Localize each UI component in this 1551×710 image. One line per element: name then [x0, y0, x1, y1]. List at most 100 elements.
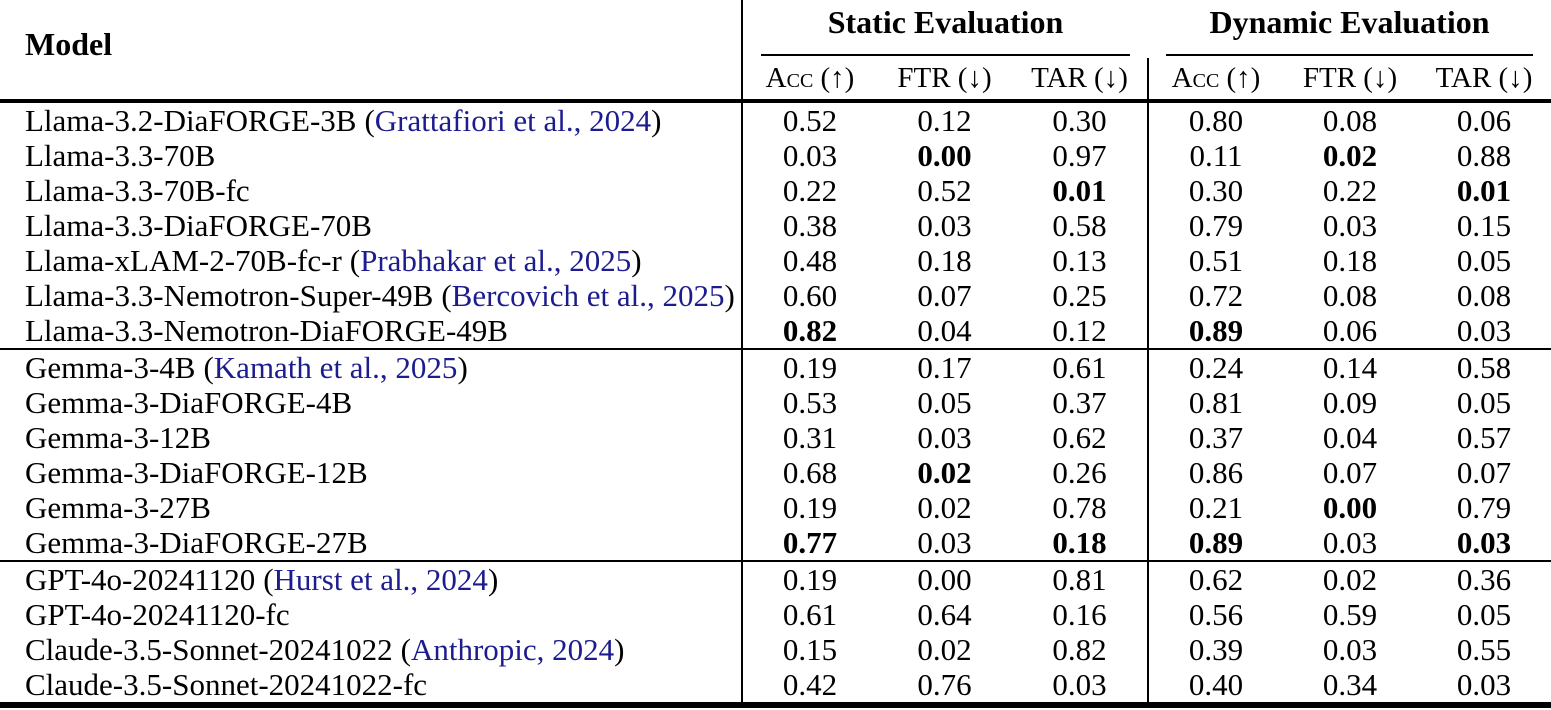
- table-row: Gemma-3-27B 0.19 0.02 0.78 0.21 0.00 0.79: [0, 490, 1551, 525]
- metric-value-static-tar: 0.58: [1052, 208, 1107, 243]
- citation-open-paren: (: [400, 632, 411, 667]
- metric-value-static-ftr: 0.02: [917, 455, 972, 490]
- model-cell: Claude-3.5-Sonnet-20241022-fc: [0, 667, 743, 708]
- metric-value-static-ftr: 0.02: [917, 632, 972, 667]
- metric-value-static-acc: 0.15: [782, 632, 838, 667]
- metric-value-dynamic-tar: 0.58: [1417, 348, 1551, 385]
- model-cell: Gemma-3-DiaFORGE-27B: [0, 525, 743, 561]
- citation-link[interactable]: Prabhakar et al., 2025: [360, 243, 632, 278]
- citation-link[interactable]: Anthropic, 2024: [410, 632, 615, 667]
- model-name: Gemma-3-12B: [25, 420, 211, 455]
- table-row: Llama-xLAM-2-70B-fc-r (Prabhakar et al., …: [0, 243, 1551, 278]
- metric-value-dynamic-ftr: 0.59: [1322, 597, 1378, 632]
- metric-value-dynamic-acc: 0.81: [1147, 385, 1283, 420]
- static-evaluation-header: Static Evaluation: [742, 0, 1148, 58]
- metric-value-static-acc: 0.53: [782, 385, 838, 420]
- table-row: Claude-3.5-Sonnet-20241022-fc 0.42 0.76 0.0…: [0, 667, 1551, 708]
- metric-value-static-acc: 0.48: [782, 243, 838, 278]
- metric-value-dynamic-tar: 0.05: [1456, 385, 1512, 420]
- metric-value-static-ftr: 0.18: [917, 243, 972, 278]
- metric-value-static-tar: 0.25: [1052, 278, 1107, 313]
- model-cell: Llama-3.3-70B: [0, 138, 743, 173]
- metric-value-static-tar: 0.61: [1012, 348, 1148, 385]
- metric-value-dynamic-tar: 0.01: [1456, 173, 1512, 208]
- citation-link[interactable]: Grattafiori et al., 2024: [374, 103, 652, 138]
- model-name: Gemma-3-27B: [25, 490, 211, 525]
- metric-value-dynamic-acc: 0.37: [1147, 420, 1283, 455]
- metric-value-static-ftr: 0.03: [917, 525, 972, 560]
- metric-value-static-tar: 0.18: [1052, 525, 1107, 560]
- table-row: Gemma-3-DiaFORGE-27B 0.77 0.03 0.18 0.89 0.03…: [0, 525, 1551, 561]
- model-cell: Llama-3.3-Nemotron-Super-49B (Bercovich e…: [0, 278, 743, 313]
- metric-value-dynamic-tar: 0.55: [1456, 632, 1512, 667]
- metric-value-static-ftr: 0.03: [917, 420, 972, 455]
- metric-value-static-ftr: 0.76: [877, 667, 1012, 708]
- metric-value-dynamic-acc: 0.89: [1147, 525, 1283, 561]
- citation-link[interactable]: Bercovich et al., 2025: [451, 278, 725, 313]
- table-row: Llama-3.2-DiaFORGE-3B (Grattafiori et al.…: [0, 101, 1551, 138]
- table-row: Gemma-3-DiaFORGE-12B 0.68 0.02 0.26 0.86 0.07…: [0, 455, 1551, 490]
- model-cell: Claude-3.5-Sonnet-20241022 (Anthropic, 20…: [0, 632, 743, 667]
- metric-value-dynamic-acc: 0.30: [1147, 173, 1283, 208]
- model-cell: Gemma-3-12B: [0, 420, 743, 455]
- metric-value-dynamic-ftr: 0.03: [1322, 525, 1378, 560]
- metric-value-static-ftr: 0.12: [917, 103, 972, 138]
- metric-value-dynamic-ftr: 0.34: [1283, 667, 1417, 708]
- model-name: Gemma-3-DiaFORGE-4B: [25, 385, 353, 420]
- citation-close-paren: ): [487, 562, 499, 597]
- metric-header-dynamic-acc: Acc (↑): [1147, 58, 1283, 103]
- metric-value-dynamic-tar: 0.57: [1456, 420, 1512, 455]
- model-cell: Gemma-3-DiaFORGE-12B: [0, 455, 743, 490]
- dynamic-evaluation-title: Dynamic Evaluation: [1209, 4, 1490, 40]
- metric-header-static-ftr: FTR (↓): [877, 58, 1012, 103]
- metric-value-static-ftr: 0.64: [917, 597, 972, 632]
- metric-value-dynamic-acc: 0.40: [1147, 667, 1283, 708]
- citation-open-paren: (: [364, 103, 375, 138]
- metric-value-dynamic-ftr: 0.22: [1322, 173, 1378, 208]
- citation-close-paren: ): [457, 350, 468, 385]
- citation-close-paren: ): [651, 103, 662, 138]
- metric-value-dynamic-ftr: 0.07: [1322, 455, 1378, 490]
- citation-link[interactable]: Kamath et al., 2025: [213, 350, 458, 385]
- metric-value-dynamic-acc: 0.51: [1147, 243, 1283, 278]
- metric-header-dynamic-ftr: FTR (↓): [1283, 58, 1417, 103]
- metric-value-static-acc: 0.22: [782, 173, 838, 208]
- model-name: Llama-3.3-Nemotron-Super-49B: [25, 278, 434, 313]
- metric-label: Acc (↑): [765, 62, 855, 94]
- metric-value-dynamic-acc: 0.86: [1147, 455, 1283, 490]
- model-cell: Gemma-3-DiaFORGE-4B: [0, 385, 743, 420]
- metric-value-static-tar: 0.78: [1052, 490, 1107, 525]
- citation-link[interactable]: Hurst et al., 2024: [273, 562, 488, 597]
- metric-value-static-tar: 0.37: [1052, 385, 1107, 420]
- model-name: GPT-4o-20241120: [25, 562, 256, 597]
- metric-value-static-acc: 0.60: [782, 278, 838, 313]
- model-name: Claude-3.5-Sonnet-20241022: [25, 632, 393, 667]
- metric-value-dynamic-acc: 0.56: [1147, 597, 1283, 632]
- metric-value-dynamic-tar: 0.05: [1456, 243, 1512, 278]
- model-cell: Llama-3.3-DiaFORGE-70B: [0, 208, 743, 243]
- metric-value-static-ftr: 0.04: [917, 313, 972, 348]
- metric-value-static-ftr: 0.03: [917, 208, 972, 243]
- metric-value-static-acc: 0.77: [782, 525, 838, 560]
- metric-value-dynamic-ftr: 0.08: [1322, 103, 1378, 138]
- metric-value-static-ftr: 0.17: [877, 348, 1012, 385]
- metric-value-static-ftr: 0.52: [917, 173, 972, 208]
- model-cell: Llama-3.2-DiaFORGE-3B (Grattafiori et al.…: [0, 101, 743, 138]
- table-row: Llama-3.3-Nemotron-Super-49B (Bercovich e…: [0, 278, 1551, 313]
- metric-value-dynamic-tar: 0.03: [1456, 313, 1512, 348]
- model-name: GPT-4o-20241120-fc: [25, 597, 290, 632]
- model-cell: Llama-3.3-70B-fc: [0, 173, 743, 208]
- model-cell: GPT-4o-20241120 (Hurst et al., 2024): [0, 560, 743, 597]
- metric-value-static-acc: 0.42: [742, 667, 877, 708]
- metric-value-static-tar: 0.26: [1052, 455, 1107, 490]
- metric-value-static-acc: 0.19: [742, 560, 877, 597]
- metric-value-dynamic-acc: 0.80: [1147, 101, 1283, 138]
- metric-value-static-tar: 0.12: [1052, 313, 1107, 348]
- model-name: Llama-3.3-DiaFORGE-70B: [25, 208, 372, 243]
- metric-value-dynamic-acc: 0.21: [1147, 490, 1283, 525]
- static-evaluation-title: Static Evaluation: [827, 4, 1064, 40]
- metric-value-dynamic-tar: 0.07: [1456, 455, 1512, 490]
- citation-close-paren: ): [631, 243, 642, 278]
- metric-value-static-acc: 0.38: [782, 208, 838, 243]
- metric-value-static-ftr: 0.00: [877, 560, 1012, 597]
